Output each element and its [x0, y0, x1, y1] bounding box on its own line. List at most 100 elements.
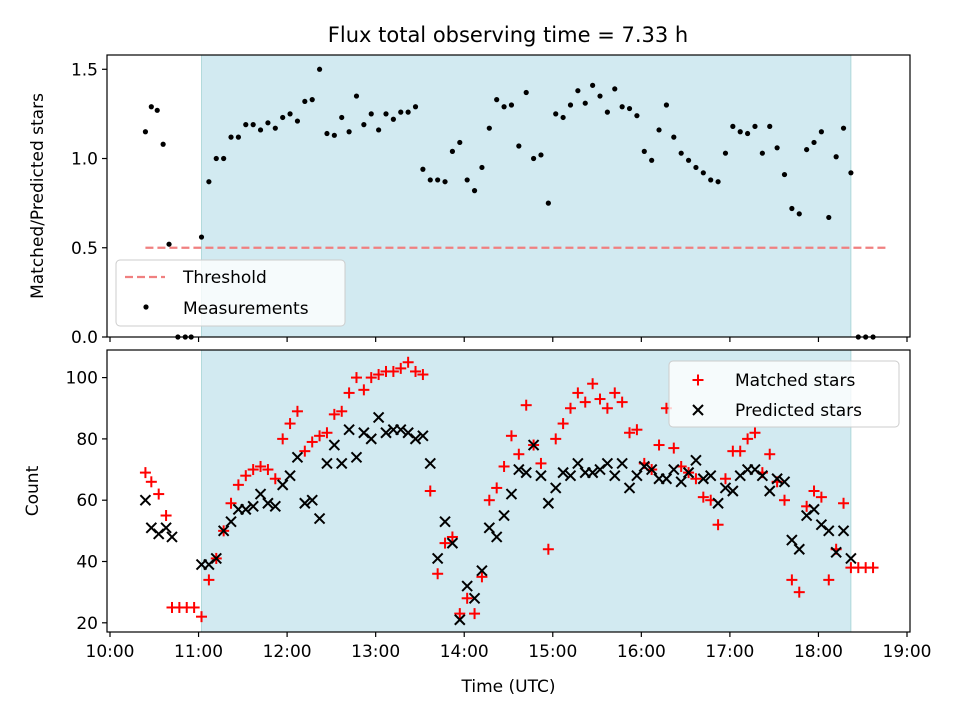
matched-star-marker	[432, 568, 444, 580]
matched-star-marker	[594, 393, 606, 405]
predicted-star-marker-b	[609, 469, 621, 482]
matched-star-marker	[564, 402, 576, 414]
measurement-point	[228, 134, 234, 140]
predicted-star-marker	[336, 457, 348, 470]
predicted-star-marker	[660, 473, 673, 485]
predicted-star-marker-b	[712, 497, 724, 509]
predicted-star-marker	[454, 614, 466, 626]
measurement-point	[479, 164, 485, 171]
matched-star-marker	[469, 608, 481, 620]
matched-star-marker	[203, 574, 215, 586]
predicted-star-marker-b	[490, 531, 503, 543]
matched-legend-swatch	[692, 374, 704, 386]
measurement-point	[294, 118, 301, 124]
measurement-point	[142, 129, 149, 135]
predicted-star-marker-b	[535, 469, 547, 482]
predicted-star-marker	[350, 451, 363, 463]
x-tick-label: 17:00	[705, 642, 754, 662]
measurement-point	[567, 102, 574, 108]
predicted-star-marker	[417, 430, 429, 442]
predicted-star-marker	[424, 457, 436, 470]
predicted-star-marker-b	[778, 476, 791, 488]
measurement-point	[811, 139, 817, 146]
matched-star-marker	[838, 497, 850, 509]
predicted-star-marker-b	[668, 463, 680, 476]
threshold-legend-label: Threshold	[182, 268, 267, 288]
measurement-point	[722, 150, 729, 156]
matched-star-marker	[255, 460, 267, 472]
predicted-star-marker	[476, 564, 488, 577]
predicted-star-marker	[638, 460, 650, 473]
predicted-star-marker-b	[240, 503, 252, 516]
predicted-star-marker	[284, 469, 296, 482]
predicted-star-marker	[490, 531, 503, 543]
measurement-point	[649, 157, 655, 163]
top-y-axis-label: Matched/Predicted stars	[28, 93, 48, 299]
matched-star-marker	[601, 402, 613, 414]
predicted-star-marker-b	[845, 552, 857, 565]
bottom-axes-frame	[106, 349, 911, 633]
predicted-star-marker-b	[343, 423, 355, 436]
measurement-point	[634, 113, 640, 119]
measurement-point	[494, 97, 500, 103]
matched-star-marker	[365, 372, 377, 384]
predicted-star-marker-b	[461, 580, 473, 592]
measurement-point	[154, 107, 160, 113]
predicted-star-marker	[830, 546, 842, 559]
predicted-legend-swatch	[692, 404, 704, 416]
measurement-point	[464, 177, 470, 183]
top-axes-frame	[106, 54, 911, 338]
matched-star-marker	[240, 470, 252, 482]
predicted-star-marker	[690, 454, 702, 467]
top-axis-ticks: 0.0 0.5 1.0 1.5	[71, 60, 908, 348]
predicted-star-marker-b	[210, 552, 222, 565]
predicted-star-marker	[365, 433, 377, 445]
predicted-star-marker-b	[380, 427, 392, 439]
predicted-star-marker-b	[417, 430, 429, 442]
predicted-star-marker	[468, 592, 481, 604]
top-legend: Threshold Measurements	[115, 259, 346, 327]
top-y-tick-label: 1.0	[71, 150, 98, 170]
matched-star-marker	[513, 448, 525, 460]
measurement-point	[213, 155, 219, 162]
predicted-legend-label: Predicted stars	[735, 401, 862, 421]
measurement-point	[435, 177, 441, 183]
measurement-point	[781, 171, 788, 178]
predicted-star-marker-b	[771, 473, 783, 485]
predicted-star-marker	[682, 466, 695, 479]
measurement-point	[508, 102, 515, 108]
predicted-star-marker-b	[468, 592, 481, 604]
x-tick-label: 15:00	[528, 642, 577, 662]
predicted-star-marker	[269, 500, 282, 513]
matched-star-marker	[572, 387, 584, 399]
matched-star-marker	[439, 537, 451, 549]
measurements-legend-swatch	[143, 304, 149, 310]
matched-star-marker	[793, 586, 805, 598]
predicted-star-marker	[623, 482, 636, 494]
measurement-point	[449, 148, 456, 154]
predicted-star-marker-b	[424, 457, 436, 470]
matched-star-marker	[815, 491, 827, 503]
matched-star-marker	[387, 365, 399, 377]
bottom-legend-box	[668, 360, 900, 428]
predicted-star-marker-b	[160, 522, 172, 534]
predicted-star-marker	[343, 423, 355, 436]
measurement-point	[148, 104, 154, 110]
measurement-point	[235, 134, 242, 140]
predicted-star-marker	[498, 509, 510, 522]
measurement-point	[265, 120, 271, 126]
predicted-star-marker	[616, 457, 628, 470]
matched-star-marker	[225, 497, 237, 509]
top-y-tick-label: 1.5	[71, 60, 98, 80]
measurement-point	[160, 141, 166, 147]
matched-star-marker	[749, 427, 761, 439]
matched-star-marker	[299, 445, 311, 457]
x-tick-label: 12:00	[263, 642, 312, 662]
measurement-point	[767, 123, 773, 129]
matched-star-marker	[139, 467, 151, 479]
measurement-point	[457, 139, 463, 146]
measurement-point	[597, 93, 603, 99]
measurement-point	[626, 105, 633, 112]
predicted-star-marker-b	[247, 500, 259, 513]
predicted-star-marker-b	[572, 457, 584, 470]
